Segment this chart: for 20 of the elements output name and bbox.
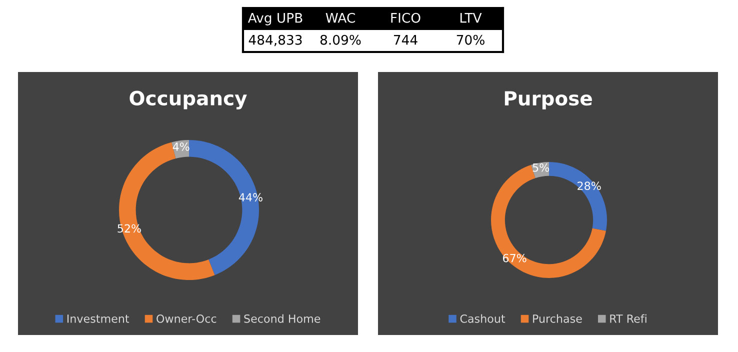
legend-label: RT Refi	[610, 314, 646, 323]
text: 8.09%	[320, 34, 361, 45]
donut-slice	[491, 164, 606, 278]
donut-slice	[549, 162, 607, 231]
text: 484,833	[248, 34, 302, 46]
category-label: LTV	[460, 13, 482, 23]
donut-slice	[119, 142, 215, 280]
legend-label: Cashout	[460, 314, 506, 323]
category-label: WAC	[326, 12, 355, 23]
text: 744	[394, 35, 418, 45]
legend-label: Second Home	[244, 314, 320, 323]
legend-label: Investment	[67, 314, 130, 323]
data-label: 5%	[532, 163, 550, 172]
chart-title: Purpose	[504, 91, 592, 110]
category-label: Avg UPB	[248, 13, 302, 26]
text: 70%	[456, 34, 484, 45]
category-label: FICO	[391, 12, 420, 23]
chart-title: Occupancy	[130, 90, 247, 110]
legend-label: Purchase	[533, 314, 582, 323]
legend-label: Owner-Occ	[156, 314, 216, 323]
